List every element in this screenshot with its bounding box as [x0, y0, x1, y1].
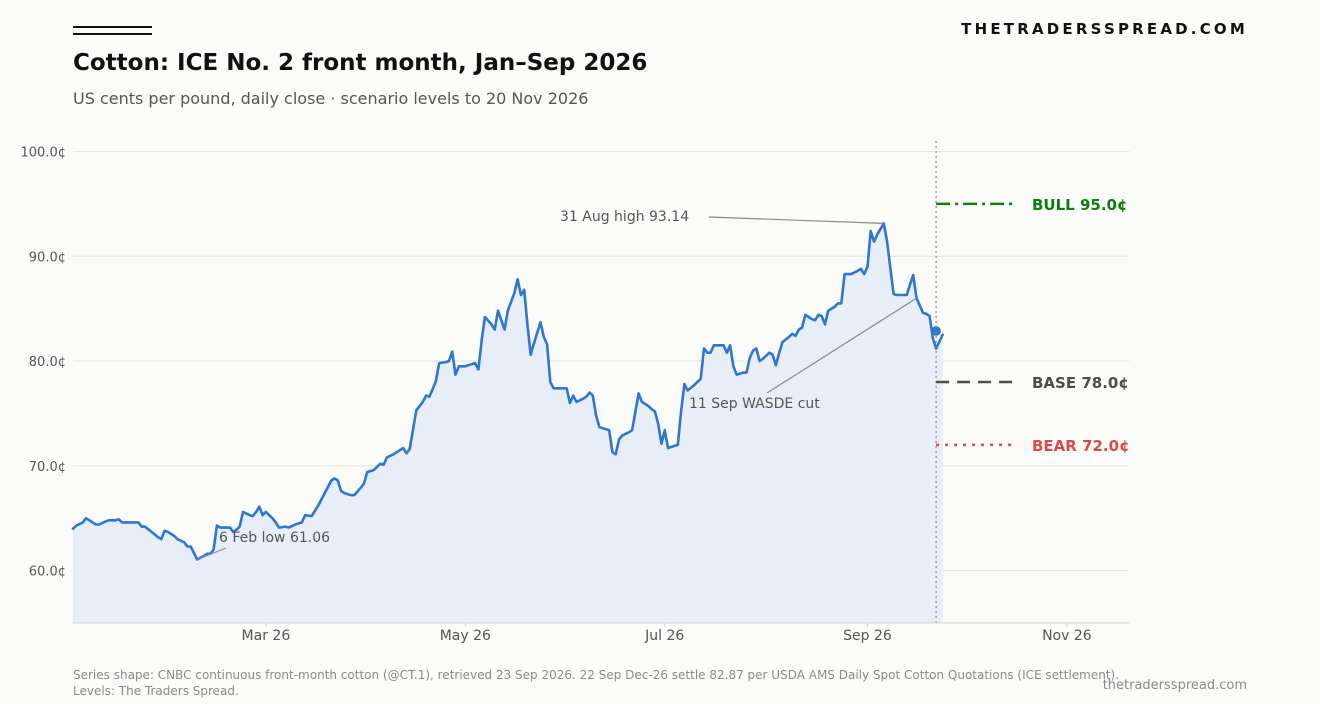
x-tick-label: Nov 26	[1042, 628, 1092, 644]
y-tick-label: 60.0¢	[29, 565, 66, 580]
chart-subtitle: US cents per pound, daily close · scenar…	[73, 89, 589, 108]
annotation-label: 11 Sep WASDE cut	[689, 396, 820, 412]
price-line	[71, 222, 944, 561]
scenario-label-bull: BULL 95.0¢	[1032, 196, 1127, 214]
source-note: Series shape: CNBC continuous front-mont…	[73, 668, 1120, 698]
series-area-fill	[73, 223, 943, 623]
line-layer	[71, 222, 944, 561]
axis-layer: 60.0¢ 70.0¢ 80.0¢ 90.0¢ 100.0¢ Mar 26 May 26 Ju…	[21, 145, 1129, 644]
y-tick-label: 80.0¢	[29, 355, 66, 370]
annotation-leader	[708, 216, 884, 224]
last-close-dot	[931, 326, 941, 336]
x-tick-label: May 26	[440, 628, 491, 644]
y-tick-label: 90.0¢	[29, 250, 66, 265]
x-tick-label: Jul 26	[644, 628, 684, 644]
annotation-label: 6 Feb low 61.06	[219, 530, 330, 546]
y-tick-label: 70.0¢	[29, 460, 66, 475]
header-rule-top	[73, 26, 152, 28]
footer-site-url: thetradersspread.com	[1102, 678, 1247, 693]
x-tick-label: Mar 26	[242, 628, 291, 644]
chart-title: Cotton: ICE No. 2 front month, Jan–Sep 2…	[73, 50, 648, 76]
annotation-label: 31 Aug high 93.14	[560, 209, 689, 225]
area-layer	[73, 223, 943, 623]
y-tick-label: 100.0¢	[21, 145, 67, 160]
annotation-leader	[766, 297, 917, 394]
header-rule-bottom	[73, 33, 152, 35]
scenario-label-base: BASE 78.0¢	[1032, 374, 1129, 392]
annotation-leader	[197, 547, 227, 561]
scenario-label-bear: BEAR 72.0¢	[1032, 437, 1130, 455]
annotation-layer: 31 Aug high 93.14 6 Feb low 61.06 11 Sep W…	[197, 209, 917, 561]
brand-wordmark: THETRADERSSPREAD.COM	[961, 20, 1248, 38]
scenario-layer: BULL 95.0¢ BASE 78.0¢ BEAR 72.0¢	[935, 141, 1130, 623]
x-tick-label: Sep 26	[843, 628, 892, 644]
